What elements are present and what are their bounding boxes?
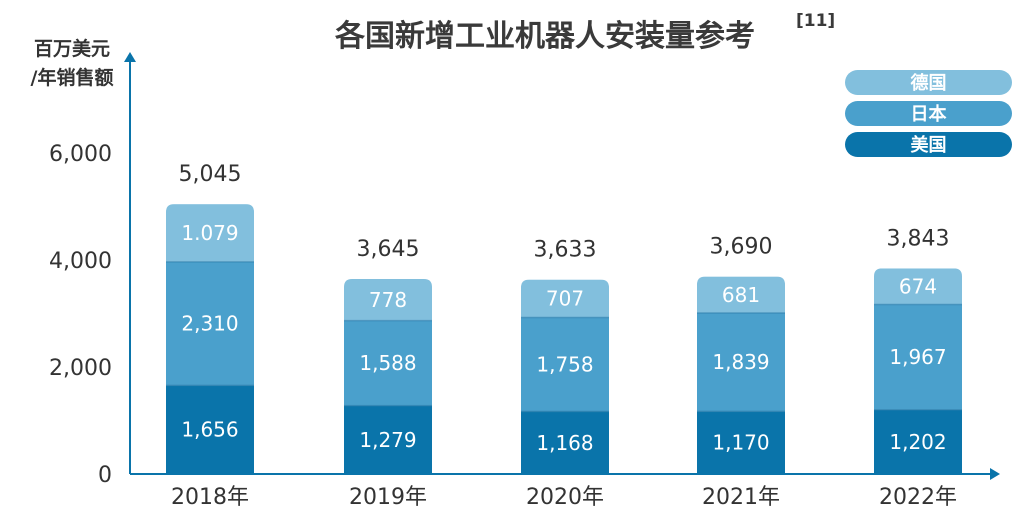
bar-segment-label: 1,839 bbox=[712, 350, 769, 374]
bar-segment-label: 1,279 bbox=[359, 428, 416, 452]
bar-segment-label: 674 bbox=[899, 274, 937, 298]
bar-segments bbox=[521, 279, 609, 474]
legend-item: 日本 bbox=[845, 101, 1012, 126]
bar-segment bbox=[874, 304, 962, 410]
bar-segment-label: 1,202 bbox=[889, 430, 946, 454]
bar-segment-label: 1,588 bbox=[359, 351, 416, 375]
bar-segment bbox=[344, 405, 432, 474]
bar-segment-label: 1,168 bbox=[536, 431, 593, 455]
bar-segment bbox=[521, 317, 609, 412]
y-tick-label: 2,000 bbox=[49, 356, 112, 381]
legend-swatch bbox=[845, 101, 1012, 126]
bar-segment bbox=[166, 261, 254, 386]
bar-segments bbox=[874, 268, 962, 474]
bar-segment bbox=[521, 411, 609, 474]
bar-segment-label: 1,967 bbox=[889, 345, 946, 369]
x-tick-label: 2020年 bbox=[526, 485, 604, 510]
bar-stack: 1,168 1,758 707 3,633 bbox=[521, 238, 609, 474]
y-tick-label: 0 bbox=[98, 463, 112, 488]
bar-segment-label: 1,758 bbox=[536, 352, 593, 376]
y-axis-ticks: 0 2,000 4,000 6,000 bbox=[49, 142, 112, 488]
bars: 1,6562,3101.0795,0451,2791,5887783,6451,… bbox=[166, 162, 962, 474]
x-tick-label: 2018年 bbox=[171, 485, 249, 510]
bar-total-label: 3,645 bbox=[357, 237, 420, 262]
bar-total-label: 3,690 bbox=[710, 235, 773, 260]
bar-segment bbox=[697, 313, 785, 412]
chart-title: 各国新增工业机器人安装量参考 [11] bbox=[334, 11, 835, 54]
bar-segment bbox=[697, 411, 785, 474]
y-axis-label: 百万美元 /年销售额 bbox=[31, 37, 114, 89]
bar-segment bbox=[874, 268, 962, 305]
legend-label: 德国 bbox=[911, 72, 947, 94]
bar-segments bbox=[697, 276, 785, 474]
legend-item: 美国 bbox=[845, 132, 1012, 157]
bar-segment bbox=[697, 276, 785, 314]
x-tick-label: 2019年 bbox=[349, 485, 427, 510]
bar-segment bbox=[344, 278, 432, 321]
y-tick-label: 6,000 bbox=[49, 142, 112, 167]
x-tick-label: 2022年 bbox=[879, 485, 957, 510]
bar-segment bbox=[874, 409, 962, 474]
chart-title-text: 各国新增工业机器人安装量参考 bbox=[334, 19, 755, 54]
y-axis-arrow bbox=[124, 52, 136, 62]
bar-segment-label: 707 bbox=[546, 287, 584, 311]
bar-segment-label: 1.079 bbox=[181, 221, 238, 245]
legend-swatch bbox=[845, 70, 1012, 95]
legend-item: 德国 bbox=[845, 70, 1012, 95]
x-axis-ticks: 2018年 2019年 2020年 2021年 2022年 bbox=[171, 485, 957, 510]
bar-segment-label: 681 bbox=[722, 283, 760, 307]
y-tick-label: 4,000 bbox=[49, 249, 112, 274]
y-axis-label-line-1: 百万美元 bbox=[34, 37, 110, 60]
bar-segment bbox=[166, 204, 254, 262]
bar-stack: 1,170 1,839 681 3,690 bbox=[697, 235, 785, 474]
bar-total-label: 5,045 bbox=[179, 162, 242, 187]
bar-segment-label: 778 bbox=[369, 288, 407, 312]
legend-label: 日本 bbox=[911, 103, 947, 125]
x-axis-arrow bbox=[990, 468, 1000, 480]
bar-segment bbox=[344, 320, 432, 406]
legend-label: 美国 bbox=[911, 134, 947, 156]
bar-stack: 1,656 2,310 1.079 5,045 bbox=[166, 162, 254, 474]
bar-segments bbox=[166, 204, 254, 474]
bar-segment-label: 1,656 bbox=[181, 418, 238, 442]
legend-swatch bbox=[845, 132, 1012, 157]
y-axis-label-line-2: /年销售额 bbox=[31, 66, 114, 89]
chart-title-reference: [11] bbox=[796, 11, 835, 31]
bar-segment bbox=[166, 385, 254, 474]
bar-total-label: 3,843 bbox=[887, 226, 950, 251]
bar-stack: 1,279 1,588 778 3,645 bbox=[344, 237, 432, 474]
x-tick-label: 2021年 bbox=[702, 485, 780, 510]
bar-segment bbox=[521, 279, 609, 318]
bar-segment-label: 2,310 bbox=[181, 312, 238, 336]
bar-segment-label: 1,170 bbox=[712, 431, 769, 455]
bar-stack: 1,202 1,967 674 3,843 bbox=[874, 226, 962, 474]
bar-total-label: 3,633 bbox=[534, 238, 597, 263]
bar-segments bbox=[344, 278, 432, 474]
